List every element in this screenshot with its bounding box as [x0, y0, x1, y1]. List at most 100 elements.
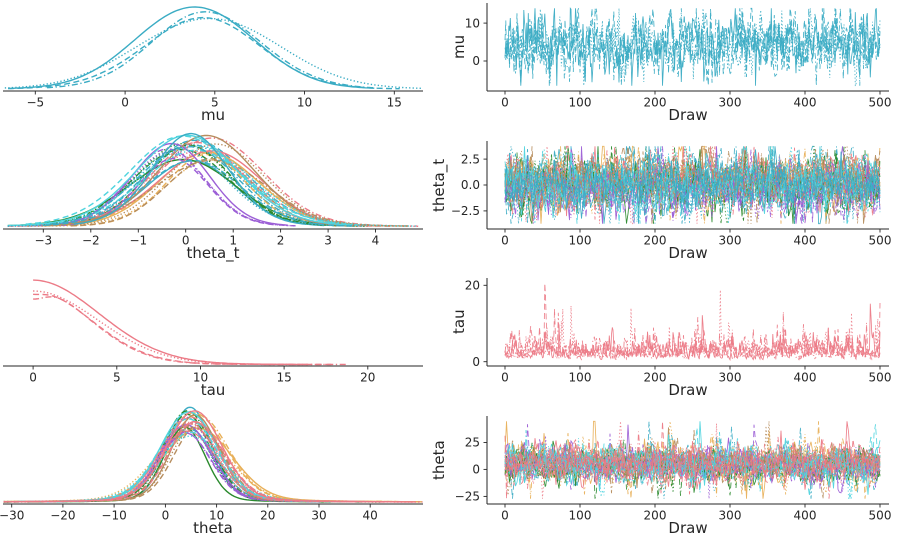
kde-curve: [79, 426, 322, 502]
kde-xlabel-mu: mu: [200, 106, 226, 124]
kde-curve: [25, 134, 339, 225]
kde-xlabel-tau: tau: [200, 381, 226, 399]
trace-xlabel-mu: Draw: [668, 106, 708, 124]
trace-line: [504, 421, 881, 499]
x-tick-label: 3: [324, 233, 332, 247]
y-tick-label: 20: [465, 279, 480, 293]
x-tick-label: 5: [113, 371, 121, 385]
x-tick-label: 400: [794, 371, 817, 385]
kde-curve: [4, 17, 422, 89]
y-tick-label: 10: [465, 16, 480, 30]
trace-plot-theta: 0 100 200 300 400 500 25 0 −25: [455, 415, 892, 522]
x-tick-label: −20: [50, 508, 75, 522]
x-tick-label: −2: [82, 233, 100, 247]
kde-curve: [7, 158, 353, 226]
trace-line: [504, 438, 881, 488]
kde-plot-tau: 0 5 10 15 20: [3, 279, 423, 385]
kde-xlabel-theta-t: theta_t: [186, 243, 240, 262]
trace-plot-mu: 0 100 200 300 400 500 0 10: [465, 3, 892, 110]
trace-line: [504, 303, 881, 362]
kde-curve: [29, 151, 297, 227]
x-tick-label: 40: [363, 508, 378, 522]
kde-curve: [11, 430, 361, 502]
y-axis: 0 20: [465, 278, 488, 369]
kde-curve: [30, 430, 338, 502]
trace-lines: [504, 7, 881, 87]
x-axis: 0 100 200 300 400 500: [487, 90, 892, 110]
trace-plot-theta-t: 0 100 200 300 400 500 2.5 0.0 −2.5: [451, 140, 892, 247]
trace-lines: [504, 420, 881, 499]
kde-plot-theta: −30 −20 −10 0 10 20 30 40: [0, 406, 423, 522]
x-tick-label: 0: [121, 96, 129, 110]
trace-subplot-theta-t: theta_t 0 100 200 300 400 500 2.5 0.0 −2.5 Draw: [430, 138, 900, 276]
x-tick-label: 0: [182, 233, 190, 247]
trace-line: [504, 145, 881, 224]
trace-subplot-mu: mu 0 100 200 300 400 500 0 10 Draw: [445, 0, 900, 138]
kde-curves: [7, 132, 419, 227]
x-tick-label: −3: [34, 233, 52, 247]
x-axis: 0 100 200 300 400 500: [487, 503, 892, 522]
kde-curve: [33, 293, 335, 366]
x-tick-label: 400: [794, 233, 817, 247]
trace-xlabel-theta-t: Draw: [668, 243, 708, 262]
kde-curve: [74, 431, 320, 502]
kde-curve: [33, 290, 293, 366]
kde-curve: [61, 427, 317, 502]
kde-curve: [86, 427, 300, 502]
x-tick-label: 100: [569, 371, 592, 385]
x-tick-label: −1: [129, 233, 147, 247]
y-tick-label: 0.0: [461, 178, 480, 192]
y-tick-label: 2.5: [461, 152, 480, 166]
trace-subplot-tau: tau 0 100 200 300 400 500 0 20 Draw: [445, 275, 900, 413]
trace-line: [504, 311, 881, 362]
x-tick-label: 200: [644, 96, 667, 110]
y-tick-label: −2.5: [451, 204, 480, 218]
trace-line: [504, 8, 881, 86]
trace-xlabel-theta: Draw: [668, 518, 708, 537]
kde-curve: [46, 11, 374, 89]
x-tick-label: 500: [869, 96, 892, 110]
trace-line: [504, 420, 881, 499]
kde-curve: [3, 434, 376, 502]
x-tick-label: 20: [360, 371, 375, 385]
x-tick-label: 10: [209, 508, 224, 522]
trace-line: [504, 420, 881, 499]
x-tick-label: 20: [260, 508, 275, 522]
x-tick-label: 300: [719, 371, 742, 385]
trace-lines: [504, 144, 881, 224]
trace-line: [504, 420, 881, 487]
kde-curve: [61, 423, 321, 502]
kde-curve: [3, 424, 382, 503]
x-tick-label: 0: [29, 371, 37, 385]
kde-curve: [7, 145, 419, 227]
x-tick-label: 500: [869, 371, 892, 385]
kde-curve: [7, 142, 370, 227]
kde-curve: [33, 296, 348, 366]
kde-subplot-mu: −5 0 5 10 15 mu: [0, 0, 445, 138]
x-tick-label: 500: [869, 508, 892, 522]
kde-curve: [7, 16, 400, 90]
x-tick-label: 0: [501, 96, 509, 110]
kde-curve: [50, 145, 324, 225]
x-tick-label: 0: [162, 508, 170, 522]
x-axis: −30 −20 −10 0 10 20 30 40: [0, 503, 423, 522]
x-tick-label: 2: [277, 233, 285, 247]
x-tick-label: 10: [193, 371, 208, 385]
x-axis: −5 0 5 10 15: [3, 90, 423, 110]
x-tick-label: 500: [869, 233, 892, 247]
x-tick-label: 15: [276, 371, 291, 385]
kde-curves: [33, 279, 348, 366]
x-tick-label: 300: [719, 96, 742, 110]
x-axis: 0 5 10 15 20: [3, 365, 423, 385]
kde-curve: [73, 132, 307, 225]
trace-subplot-theta: theta 0 100 200 300 400 500 25 0 −25 Draw: [430, 413, 900, 550]
y-tick-label: 0: [472, 355, 480, 369]
y-tick-label: 0: [472, 54, 480, 68]
x-tick-label: 10: [297, 96, 312, 110]
x-tick-label: −30: [0, 508, 24, 522]
y-axis: 25 0 −25: [455, 415, 488, 504]
y-axis: 0 10: [465, 3, 488, 91]
kde-curve: [43, 150, 378, 227]
x-tick-label: 0: [501, 508, 509, 522]
